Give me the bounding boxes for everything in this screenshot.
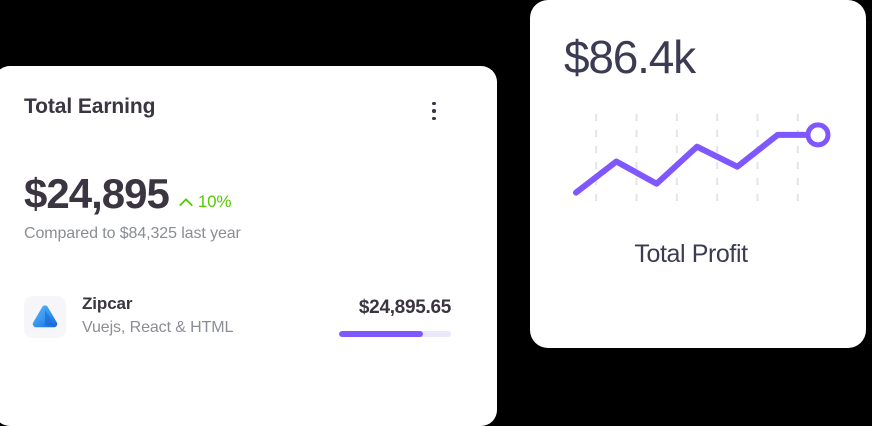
chart-gridlines: [595, 114, 799, 206]
chart-end-marker: [805, 122, 831, 148]
chart-title: Total Profit: [634, 240, 748, 268]
chart-line-series: [573, 131, 821, 196]
zipcar-triangle-logo: [32, 304, 58, 327]
card-header: Total Earning: [24, 94, 467, 124]
more-vertical-icon[interactable]: [423, 98, 445, 124]
dot-1: [432, 101, 436, 106]
progress-bar: [339, 331, 451, 337]
total-profit-card: $86.4k Total Profit: [530, 0, 866, 348]
project-meta: Zipcar Vuejs, React & HTML: [82, 293, 339, 340]
earning-amount-row: $24,895 10%: [24, 172, 467, 216]
earning-amount: $24,895: [24, 170, 170, 217]
project-name: Zipcar: [82, 294, 133, 313]
caret-up-icon: [179, 196, 195, 208]
profit-line-chart: [564, 112, 836, 210]
project-tech: Vuejs, React & HTML: [82, 319, 234, 336]
dot-3: [432, 116, 436, 121]
page-title: Total Earning: [24, 95, 156, 118]
trend-percent: 10%: [197, 192, 232, 211]
project-amount: $24,895.65: [358, 297, 451, 318]
profit-value: $86.4k: [564, 31, 696, 83]
total-earning-card: Total Earning $24,895 10% Compared to $8…: [0, 66, 497, 426]
project-amount-block: $24,895.65: [339, 296, 451, 337]
comparison-text: Compared to $84,325 last year: [24, 225, 241, 242]
progress-bar-fill: [339, 331, 423, 337]
chart-svg: [573, 114, 831, 206]
list-item[interactable]: Zipcar Vuejs, React & HTML $24,895.65: [24, 293, 467, 340]
trend-indicator: 10%: [179, 192, 232, 212]
dot-2: [432, 109, 436, 113]
zipcar-logo-tile: [24, 295, 66, 338]
